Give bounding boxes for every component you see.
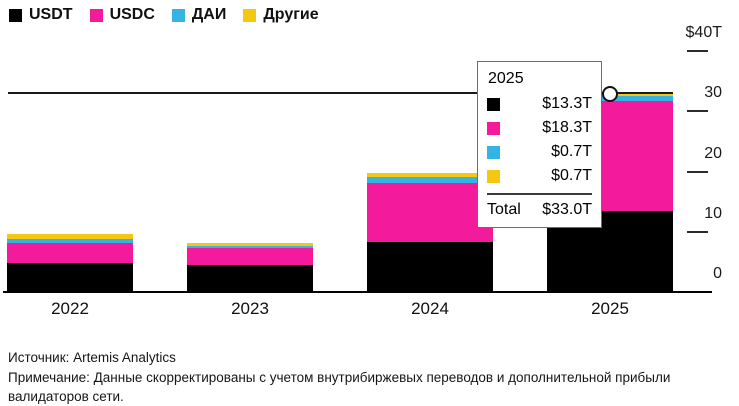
bar-2024-segment-USDC[interactable] xyxy=(367,183,493,243)
tooltip-row-value: $0.7T xyxy=(551,143,592,160)
bar-2024-segment-ДАИ[interactable] xyxy=(367,177,493,184)
source-text: Источник: Artemis Analytics xyxy=(8,350,176,365)
tooltip-row-value: $0.7T xyxy=(551,167,592,184)
chart-legend: USDT USDC ДАИ Другие xyxy=(9,6,319,24)
legend-item-label: USDT xyxy=(29,6,73,23)
x-axis-label-2022: 2022 xyxy=(51,299,89,318)
y-axis-label: 30 xyxy=(704,84,722,102)
y-axis-label: 10 xyxy=(704,204,722,222)
legend-swatch-icon xyxy=(243,8,257,22)
bar-2023-segment-USDC[interactable] xyxy=(187,247,313,266)
hover-marker-circle-icon xyxy=(602,86,618,102)
y-axis-label: $40T xyxy=(685,24,722,41)
y-axis-tick xyxy=(687,50,708,52)
bar-2022-segment-ДАИ[interactable] xyxy=(7,238,133,243)
y-axis-label: 20 xyxy=(704,144,722,162)
bar-2022-segment-USDT[interactable] xyxy=(7,263,133,291)
bar-2022-segment-Другие[interactable] xyxy=(7,233,133,239)
bar-2022-segment-USDC[interactable] xyxy=(7,242,133,264)
legend-swatch-icon xyxy=(89,8,103,22)
bar-2023-segment-ДАИ[interactable] xyxy=(187,245,313,248)
tooltip-row-value: $18.3T xyxy=(542,119,592,136)
legend-swatch-icon xyxy=(9,8,22,22)
hover-tracker-line xyxy=(8,92,673,94)
x-axis-label-2024: 2024 xyxy=(411,299,449,318)
tooltip-swatch-icon xyxy=(487,97,500,111)
legend-item-label: USDC xyxy=(109,6,155,23)
note-text: Примечание: Данные скорректированы с уче… xyxy=(8,370,671,404)
tooltip-swatch-icon xyxy=(487,121,500,135)
y-axis-tick xyxy=(687,230,708,233)
tooltip-total-label: Total xyxy=(487,201,521,218)
tooltip-2025: 2025 $13.3T $18.3T $0.7T $0.7T Total $33.0T xyxy=(477,61,602,228)
tooltip-rows: $13.3T $18.3T $0.7T $0.7T xyxy=(487,92,592,188)
tooltip-row-ДАИ: $0.7T xyxy=(487,140,592,164)
bar-2024-segment-Другие[interactable] xyxy=(367,172,493,178)
tooltip-row-Другие: $0.7T xyxy=(487,164,592,188)
y-axis-label: 0 xyxy=(713,265,722,282)
legend-item-usdc[interactable]: USDC xyxy=(89,6,155,24)
legend-item-label: Другие xyxy=(263,6,319,23)
y-axis-tick xyxy=(687,170,708,173)
x-axis-label-2023: 2023 xyxy=(231,299,269,318)
tooltip-row-USDC: $18.3T xyxy=(487,116,592,140)
legend-item-usdt[interactable]: USDT xyxy=(9,6,73,24)
legend-swatch-icon xyxy=(171,8,185,22)
tooltip-swatch-icon xyxy=(487,169,500,183)
tooltip-row-value: $13.3T xyxy=(542,95,592,112)
legend-item-label: ДАИ xyxy=(191,6,227,23)
tooltip-total-value: $33.0T xyxy=(542,201,592,218)
legend-item-others[interactable]: Другие xyxy=(243,6,319,24)
tooltip-row-USDT: $13.3T xyxy=(487,92,592,116)
bar-2024-segment-USDT[interactable] xyxy=(367,242,493,291)
legend-item-dai[interactable]: ДАИ xyxy=(171,6,227,24)
tooltip-title: 2025 xyxy=(488,70,524,87)
y-axis-tick xyxy=(687,110,708,113)
bar-2023-segment-Другие[interactable] xyxy=(187,243,313,246)
x-axis-label-2025: 2025 xyxy=(591,299,629,318)
tooltip-swatch-icon xyxy=(487,145,500,159)
x-axis-line xyxy=(3,291,712,293)
bar-2023-segment-USDT[interactable] xyxy=(187,265,313,291)
tooltip-total-row: Total $33.0T xyxy=(487,193,592,219)
